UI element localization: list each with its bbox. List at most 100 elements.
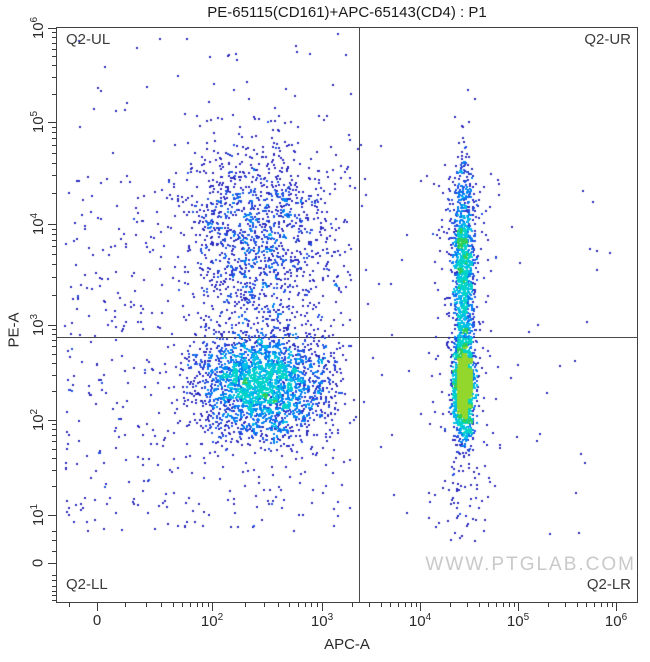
y-minor-tick <box>52 132 56 133</box>
x-major-tick <box>420 603 421 611</box>
y-minor-tick <box>52 127 56 128</box>
y-major-tick <box>48 224 56 225</box>
y-minor-tick <box>52 32 56 33</box>
y-minor-tick <box>52 49 56 50</box>
x-minor-tick <box>390 603 391 607</box>
y-tick-label: 105 <box>29 110 47 134</box>
y-major-tick <box>48 515 56 516</box>
x-major-tick <box>97 603 98 611</box>
x-minor-tick <box>245 603 246 607</box>
x-major-tick <box>616 603 617 611</box>
x-minor-tick <box>398 603 399 607</box>
x-minor-tick <box>381 603 382 607</box>
y-major-tick <box>48 122 56 123</box>
y-major-tick <box>48 420 56 421</box>
y-minor-tick <box>52 470 56 471</box>
x-minor-tick <box>577 603 578 607</box>
y-minor-tick <box>52 153 56 154</box>
y-minor-tick <box>52 363 56 364</box>
y-major-tick <box>48 28 56 29</box>
y-tick-label: 106 <box>29 16 47 40</box>
quadrant-label-ur: Q2-UR <box>584 31 631 48</box>
y-minor-tick <box>52 580 56 581</box>
y-minor-tick <box>52 175 56 176</box>
y-minor-tick <box>52 246 56 247</box>
y-minor-tick <box>52 94 56 95</box>
x-tick-label: 105 <box>506 612 530 630</box>
x-minor-tick <box>594 603 595 607</box>
x-minor-tick <box>488 603 489 607</box>
y-minor-tick <box>52 586 56 587</box>
x-major-tick <box>322 603 323 611</box>
x-minor-tick <box>146 603 147 607</box>
x-minor-tick <box>607 603 608 607</box>
y-tick-label: 104 <box>29 212 47 236</box>
x-minor-tick <box>416 603 417 607</box>
y-minor-tick <box>52 163 56 164</box>
x-minor-tick <box>503 603 504 607</box>
y-minor-tick <box>52 346 56 347</box>
y-minor-tick <box>52 193 56 194</box>
x-minor-tick <box>305 603 306 607</box>
x-minor-tick <box>278 603 279 607</box>
y-minor-tick <box>52 340 56 341</box>
y-major-tick <box>48 325 56 326</box>
x-minor-tick <box>161 603 162 607</box>
y-minor-tick <box>52 145 56 146</box>
y-tick-label: 103 <box>29 313 47 337</box>
quadrant-label-ul: Q2-UL <box>66 31 111 48</box>
x-minor-tick <box>467 603 468 607</box>
y-minor-tick <box>52 375 56 376</box>
y-minor-tick <box>52 77 56 78</box>
y-minor-tick <box>52 264 56 265</box>
y-minor-tick <box>52 329 56 330</box>
y-minor-tick <box>52 240 56 241</box>
y-minor-tick <box>52 449 56 450</box>
y-minor-tick <box>52 138 56 139</box>
y-minor-tick <box>52 229 56 230</box>
x-minor-tick <box>190 603 191 607</box>
y-minor-tick <box>52 531 56 532</box>
x-minor-tick <box>612 603 613 607</box>
x-minor-tick <box>197 603 198 607</box>
x-tick-label: 103 <box>310 612 334 630</box>
x-minor-tick <box>509 603 510 607</box>
y-minor-tick <box>52 441 56 442</box>
x-minor-tick <box>208 603 209 607</box>
y-minor-tick <box>52 334 56 335</box>
y-minor-tick <box>52 295 56 296</box>
y-minor-tick <box>52 234 56 235</box>
x-minor-tick <box>69 603 70 607</box>
x-tick-label: 0 <box>92 612 102 629</box>
y-minor-tick <box>52 591 56 592</box>
x-minor-tick <box>548 603 549 607</box>
x-minor-tick <box>479 603 480 607</box>
x-minor-tick <box>264 603 265 607</box>
y-major-tick <box>48 563 56 564</box>
scatter-canvas <box>57 28 637 602</box>
quadrant-label-lr: Q2-LR <box>586 576 631 593</box>
x-minor-tick <box>565 603 566 607</box>
y-tick-label: 0 <box>29 558 47 568</box>
y-tick-label: 102 <box>29 408 47 432</box>
y-minor-tick <box>52 37 56 38</box>
x-minor-tick <box>369 603 370 607</box>
y-minor-tick <box>52 551 56 552</box>
x-minor-tick <box>514 603 515 607</box>
y-minor-tick <box>52 429 56 430</box>
x-minor-tick <box>352 603 353 607</box>
x-major-tick <box>518 603 519 611</box>
y-tick-label: 101 <box>29 503 47 527</box>
x-minor-tick <box>601 603 602 607</box>
quadrant-label-ll: Q2-LL <box>66 576 108 593</box>
y-minor-tick <box>52 486 56 487</box>
y-minor-tick <box>52 391 56 392</box>
y-minor-tick <box>52 277 56 278</box>
plot-title: PE-65115(CD161)+APC-65143(CD4) : P1 <box>207 4 487 21</box>
y-minor-tick <box>52 65 56 66</box>
y-minor-tick <box>52 254 56 255</box>
y-minor-tick <box>52 600 56 601</box>
y-minor-tick <box>52 458 56 459</box>
x-tick-label: 106 <box>604 612 628 630</box>
x-tick-label: 102 <box>200 612 224 630</box>
